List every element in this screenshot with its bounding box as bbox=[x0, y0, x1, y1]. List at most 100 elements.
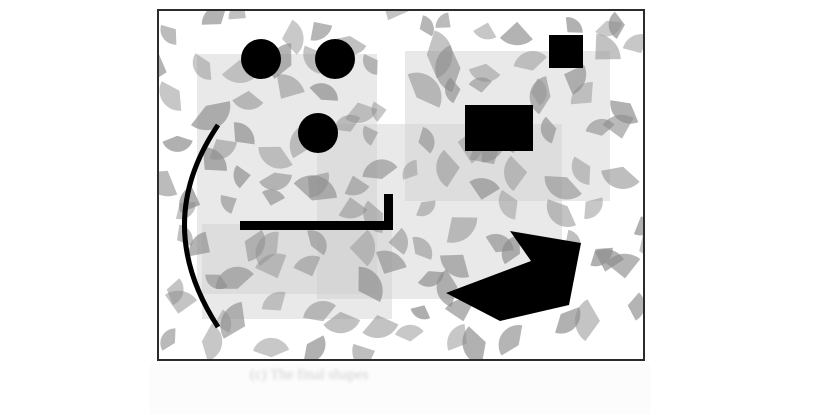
gray-wedge bbox=[201, 323, 223, 361]
gray-wedge bbox=[570, 82, 593, 105]
gray-wedge bbox=[435, 12, 451, 28]
gray-wedge bbox=[188, 231, 210, 257]
gray-wedge bbox=[565, 17, 583, 33]
gray-wedge bbox=[412, 236, 433, 260]
gray-wedge bbox=[371, 101, 387, 122]
gray-wedge bbox=[165, 290, 198, 314]
gray-wedge bbox=[228, 9, 246, 20]
gray-wedge bbox=[303, 300, 336, 322]
gray-wedge bbox=[513, 51, 547, 71]
gray-wedge bbox=[446, 217, 478, 243]
gray-wedge bbox=[402, 159, 418, 180]
gray-wedge bbox=[436, 269, 458, 307]
gray-wedge bbox=[546, 199, 576, 227]
gray-wedge bbox=[601, 166, 640, 189]
gray-wedge bbox=[473, 22, 497, 40]
gray-wedge bbox=[255, 253, 287, 279]
gray-wedge bbox=[293, 255, 321, 277]
gray-wedge bbox=[633, 216, 645, 236]
gray-wedge bbox=[395, 324, 424, 342]
gray-wedge bbox=[276, 74, 305, 99]
gray-wedge bbox=[440, 254, 470, 278]
gray-wedge bbox=[160, 328, 176, 351]
gray-wedge bbox=[435, 45, 461, 93]
gray-wedge bbox=[258, 146, 293, 169]
gray-wedge bbox=[469, 178, 500, 200]
gray-wedge bbox=[233, 122, 255, 145]
black-arc bbox=[182, 123, 221, 329]
gray-wedge bbox=[584, 197, 603, 219]
gray-wedge bbox=[564, 64, 587, 95]
gray-wedge bbox=[344, 175, 370, 196]
gray-wedge bbox=[529, 76, 551, 115]
gray-wedge bbox=[407, 72, 442, 108]
gray-wedge bbox=[498, 324, 523, 356]
gray-wedge bbox=[501, 235, 520, 265]
gray-wedge bbox=[162, 135, 193, 152]
gray-wedge bbox=[504, 155, 528, 191]
gray-wedge bbox=[307, 230, 327, 256]
gray-wedge bbox=[362, 159, 398, 179]
gray-wedge bbox=[444, 77, 461, 104]
gray-wedge bbox=[602, 114, 634, 139]
gray-wedge bbox=[540, 116, 557, 144]
black-circle-middle bbox=[298, 113, 338, 153]
gray-wedge bbox=[555, 307, 581, 334]
black-rectangle bbox=[465, 105, 533, 151]
gray-wedge bbox=[362, 54, 378, 75]
gray-wedge bbox=[323, 311, 361, 334]
gray-wedge bbox=[445, 299, 474, 322]
black-circle-left bbox=[241, 39, 281, 79]
gray-wedge bbox=[259, 172, 292, 191]
gray-wedge bbox=[362, 315, 399, 339]
gray-wedge bbox=[159, 81, 182, 111]
gray-wedge bbox=[338, 197, 368, 219]
gray-wedge bbox=[595, 34, 621, 60]
gray-wedge bbox=[201, 9, 226, 25]
gray-wedge bbox=[544, 176, 582, 200]
gray-wedge bbox=[385, 9, 409, 21]
black-l-shape bbox=[240, 194, 393, 230]
gray-wedge bbox=[261, 291, 286, 311]
gray-wedge bbox=[447, 324, 467, 351]
gray-wedge bbox=[498, 190, 518, 220]
gray-wedge bbox=[191, 101, 231, 131]
gray-wedge bbox=[352, 343, 375, 361]
gray-wedge bbox=[622, 34, 645, 54]
gray-wedge bbox=[221, 59, 256, 83]
gray-wedge bbox=[418, 127, 435, 154]
figure-frame bbox=[157, 9, 645, 361]
gray-wedge bbox=[252, 337, 290, 358]
gray-wedge bbox=[362, 125, 379, 146]
gray-wedge bbox=[282, 19, 304, 55]
gray-wedge bbox=[436, 149, 460, 188]
gray-wedge bbox=[388, 227, 409, 255]
gray-wedge bbox=[244, 229, 266, 262]
gray-wedge bbox=[192, 53, 212, 80]
gray-wedge bbox=[571, 156, 591, 185]
gray-wedge bbox=[499, 21, 533, 46]
gray-wedge bbox=[232, 90, 264, 110]
gray-wedge bbox=[220, 195, 237, 214]
gray-wedge bbox=[215, 266, 254, 289]
black-shapes bbox=[182, 35, 583, 329]
gray-wedge bbox=[333, 114, 361, 132]
gray-wedge bbox=[157, 170, 178, 197]
gray-wedge bbox=[468, 63, 501, 82]
gray-wedge bbox=[203, 147, 227, 171]
gray-wedge bbox=[376, 250, 407, 274]
gray-wedge bbox=[233, 165, 251, 189]
gray-wedge bbox=[419, 15, 434, 37]
gray-wedge bbox=[349, 229, 376, 267]
gray-wedge bbox=[410, 305, 431, 320]
gray-wedge bbox=[358, 266, 383, 302]
gray-wedges bbox=[157, 9, 645, 361]
gray-wedge bbox=[157, 53, 167, 79]
black-arrow-shape bbox=[446, 231, 581, 321]
gray-wedge bbox=[627, 292, 645, 321]
gray-wedge bbox=[160, 24, 177, 45]
gray-wedge bbox=[310, 21, 333, 41]
gray-wedge bbox=[303, 335, 326, 361]
gray-wedge bbox=[462, 326, 486, 361]
caption-area bbox=[150, 364, 650, 414]
